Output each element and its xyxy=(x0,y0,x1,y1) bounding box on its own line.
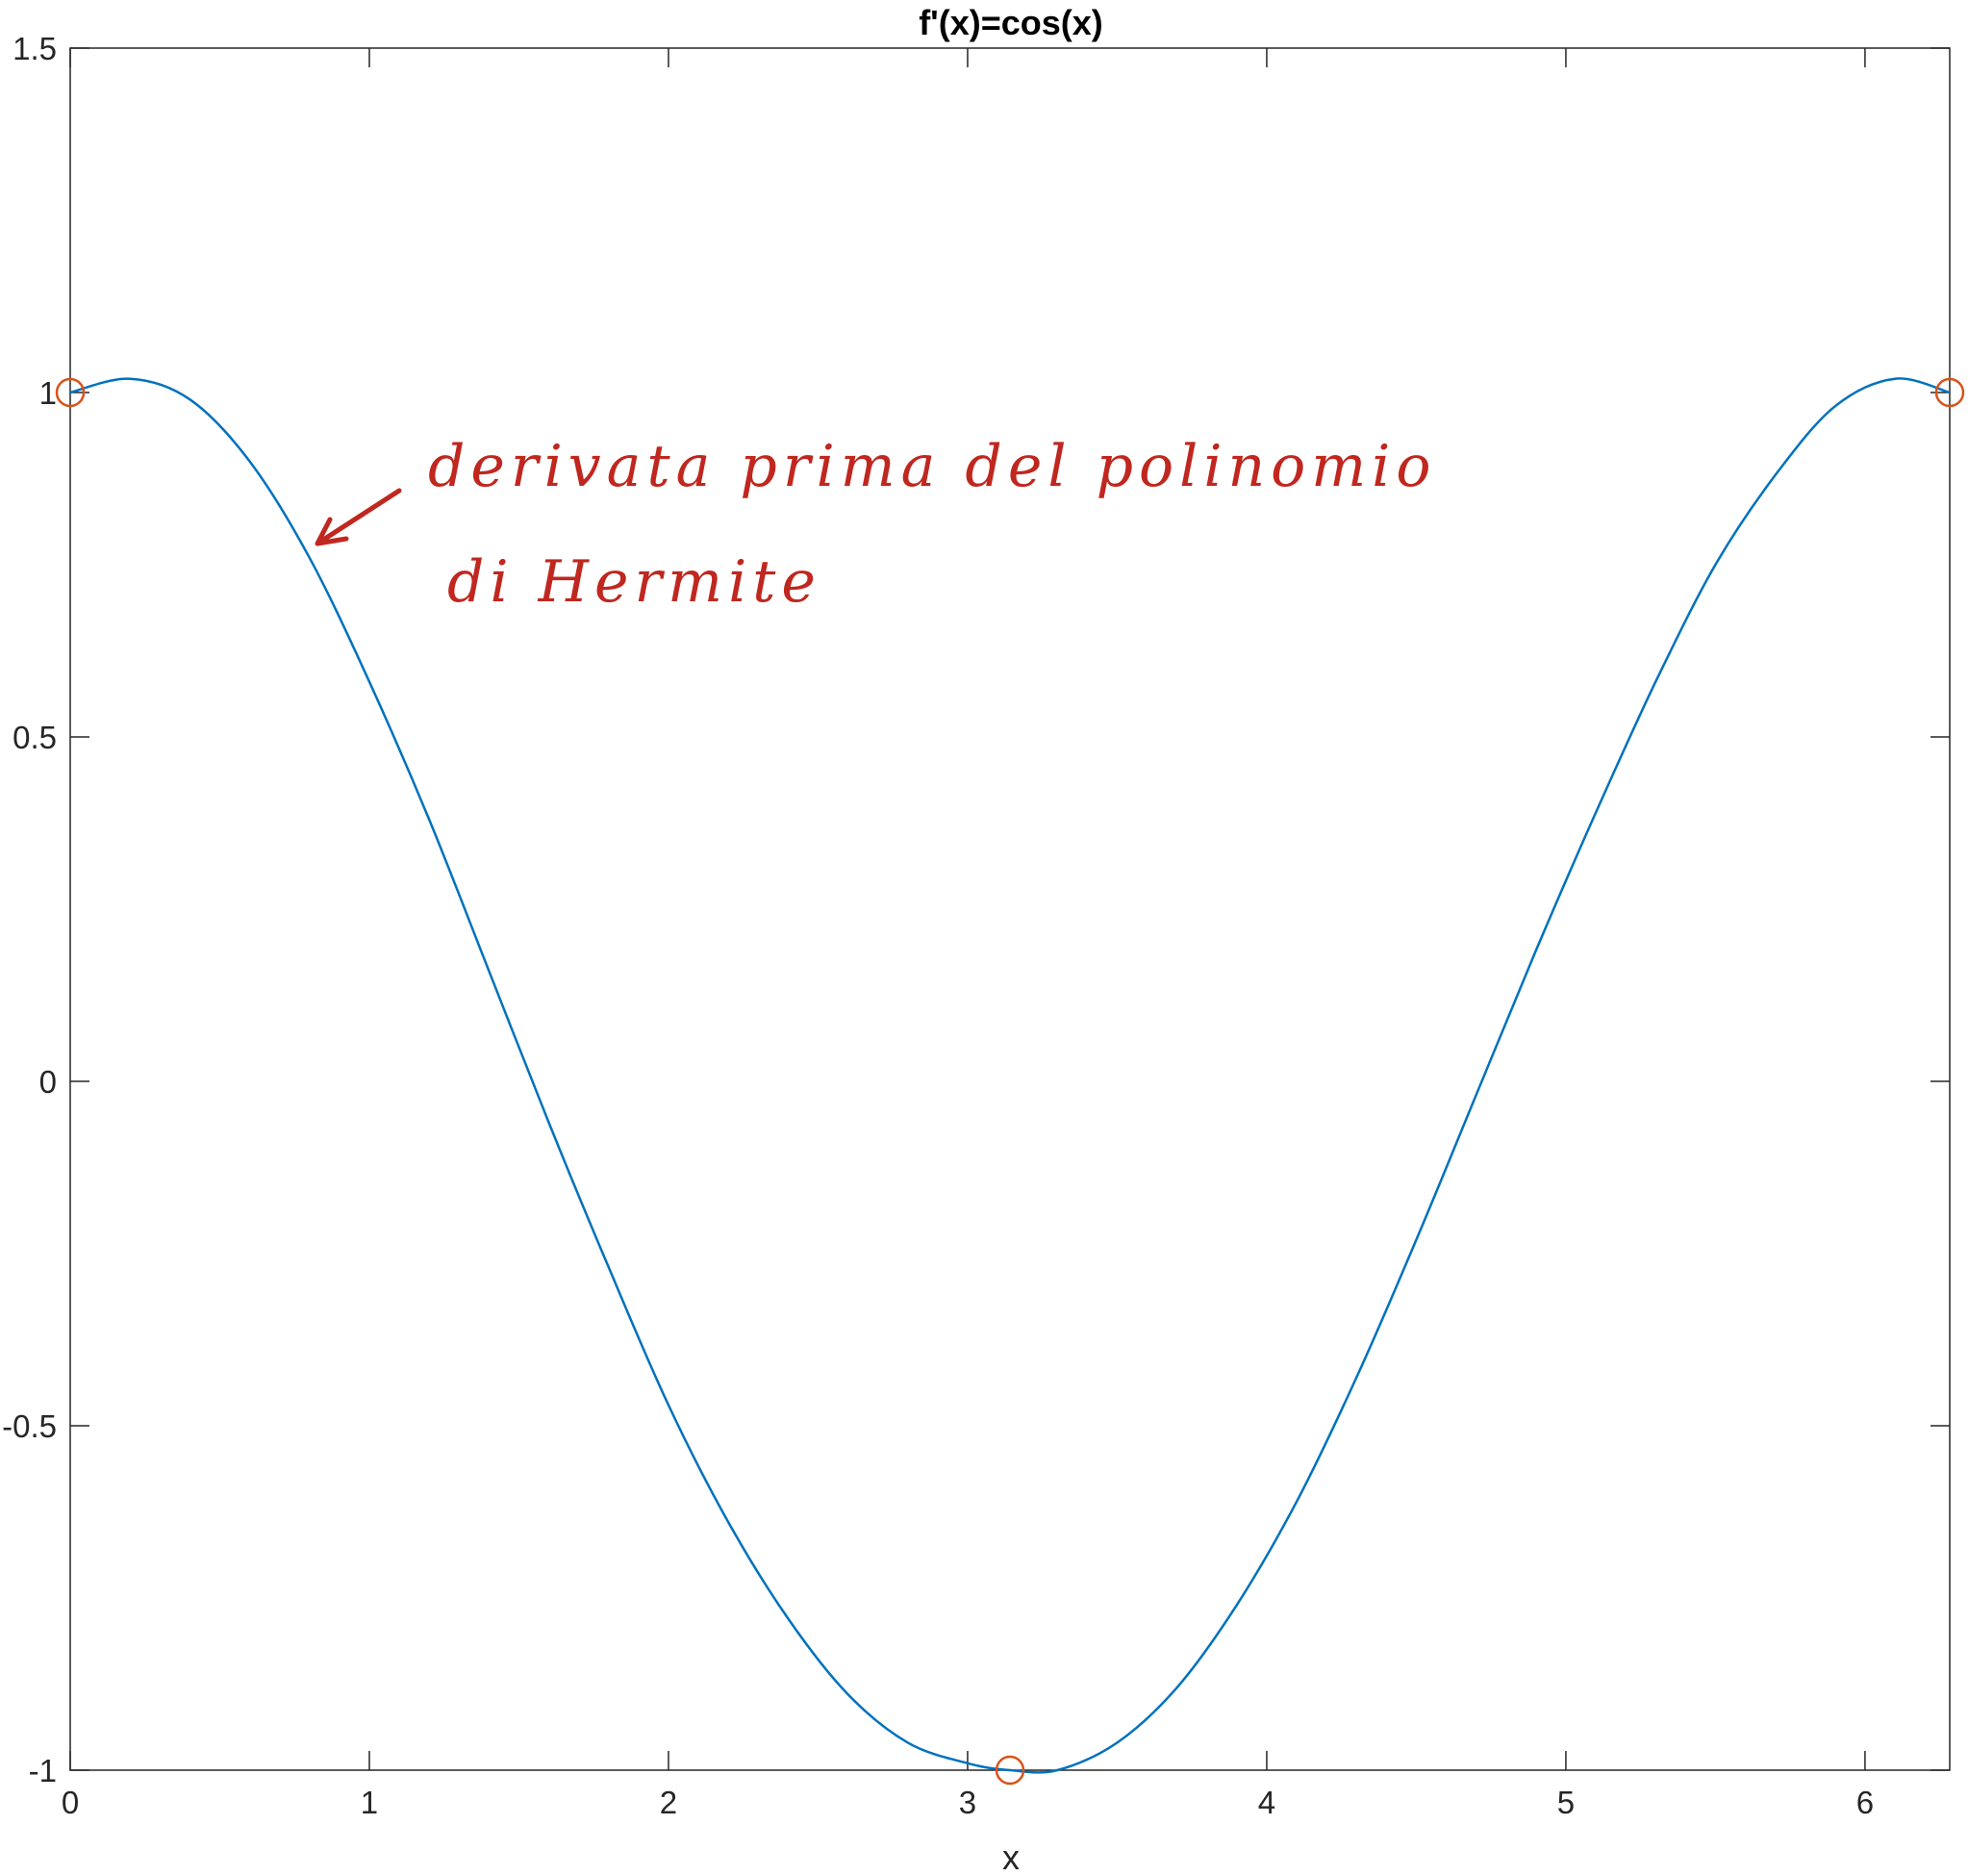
plot-area-frame xyxy=(69,47,1951,1771)
x-tick-label: 5 xyxy=(1557,1785,1575,1820)
annotation-line-1: derivata prima del polinomio xyxy=(428,433,1437,500)
annotation-line-2: di Hermite xyxy=(447,548,821,616)
series-line xyxy=(69,377,1951,1774)
data-point-marker xyxy=(995,1755,1025,1786)
y-tick-label: 1 xyxy=(39,375,57,411)
y-tick-label: -1 xyxy=(29,1753,57,1788)
data-point-marker xyxy=(1934,377,1965,408)
x-tick-labels: 0 1 2 3 4 5 6 xyxy=(62,1785,1874,1820)
y-tick-label: 0 xyxy=(39,1064,57,1100)
series-layer xyxy=(55,377,1965,1786)
axis-ticks xyxy=(69,47,1950,1771)
x-tick-label: 3 xyxy=(959,1785,976,1820)
x-tick-label: 6 xyxy=(1856,1785,1874,1820)
x-axis-label: x xyxy=(1002,1838,1020,1876)
y-tick-label: -0.5 xyxy=(2,1408,57,1444)
x-tick-label: 2 xyxy=(660,1785,677,1820)
handwritten-annotation: derivata prima del polinomio di Hermite xyxy=(315,433,1437,616)
x-tick-label: 4 xyxy=(1258,1785,1275,1820)
y-tick-labels: -1 -0.5 0 0.5 1 1.5 xyxy=(2,31,57,1788)
x-tick-label: 1 xyxy=(361,1785,378,1820)
annotation-arrow xyxy=(315,488,402,546)
x-tick-label: 0 xyxy=(62,1785,79,1820)
data-point-marker xyxy=(55,377,86,408)
y-tick-label: 0.5 xyxy=(13,720,57,755)
chart-title: f'(x)=cos(x) xyxy=(919,3,1103,42)
y-tick-label: 1.5 xyxy=(13,31,57,66)
